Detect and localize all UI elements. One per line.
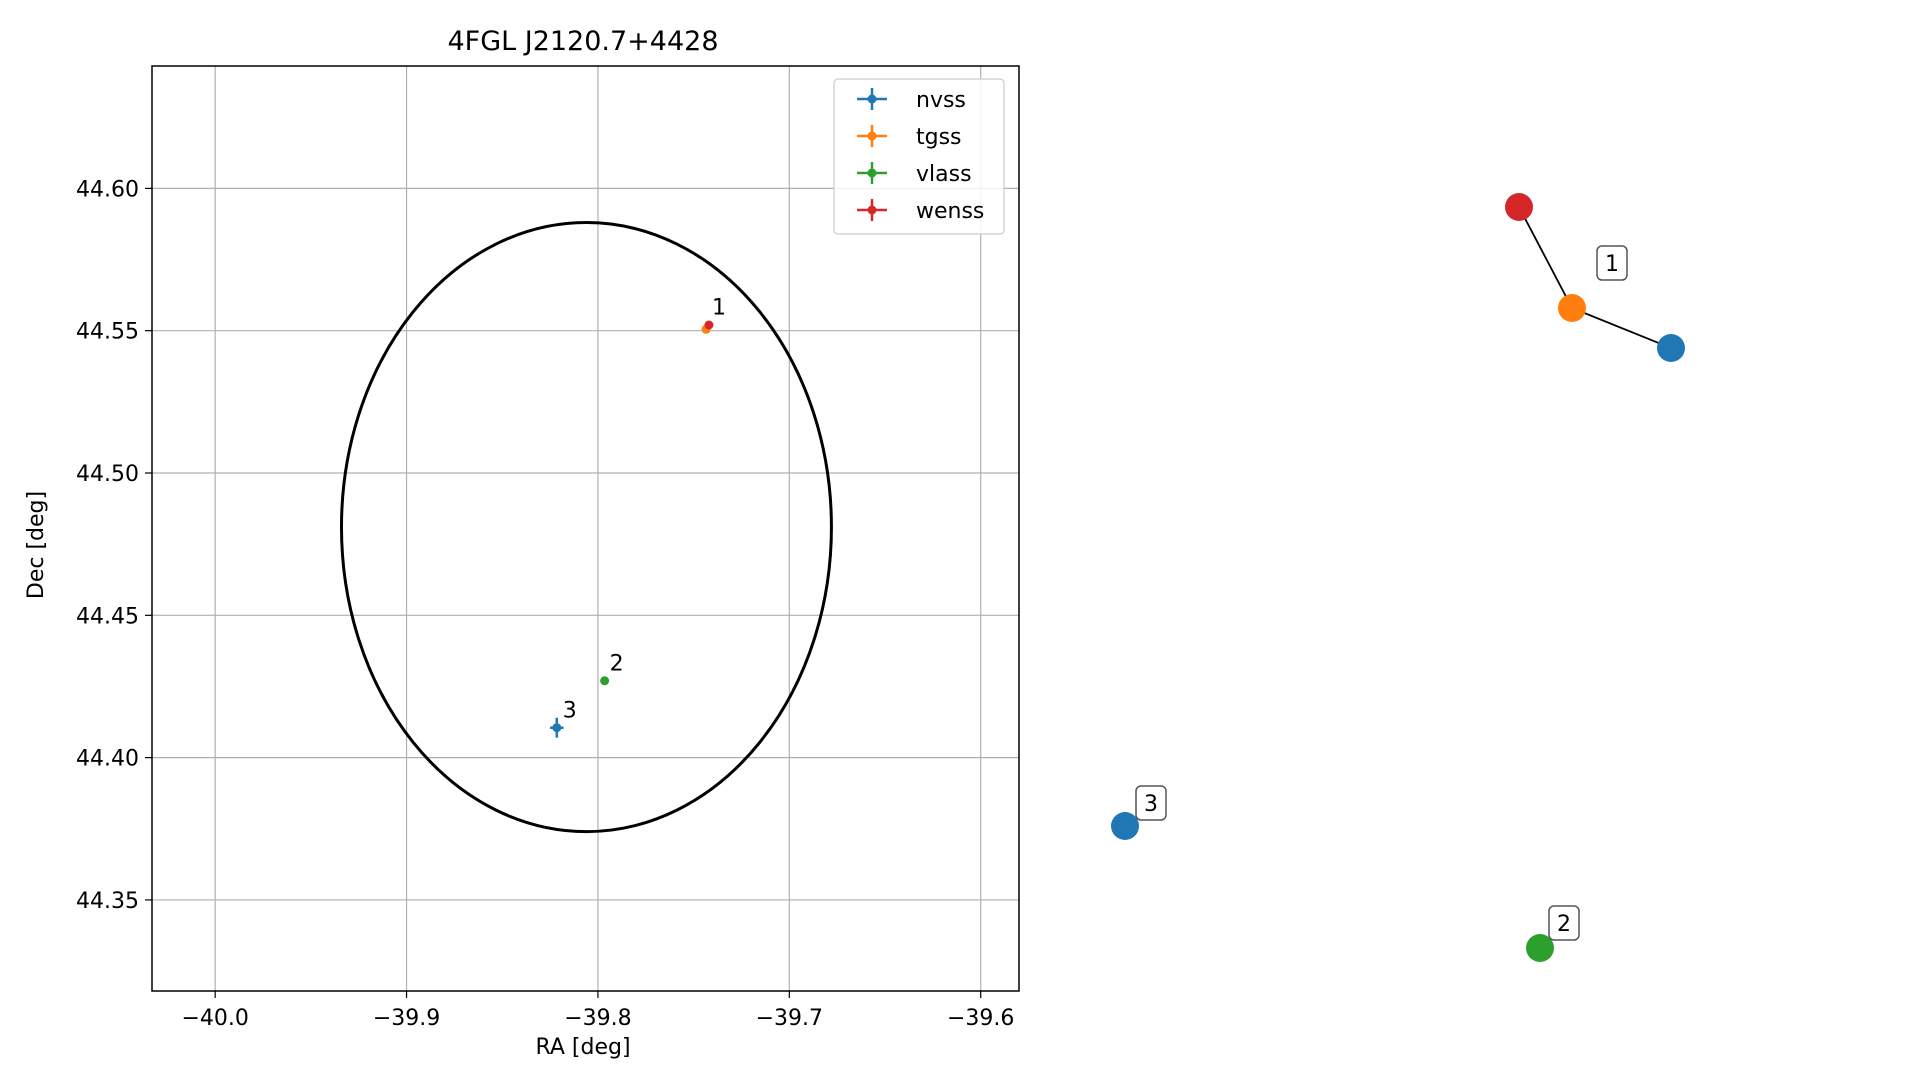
scatter-panel: 1 2 3 −40.0 −39.9 −39.8 −39.7 −39.6 44.35 44.40…: [24, 26, 1020, 1060]
point-marker: [600, 676, 610, 686]
axes-frame: [151, 65, 1020, 992]
legend-label: tgss: [916, 125, 962, 150]
legend-entry-tgss: tgss: [857, 125, 962, 150]
legend-box: [833, 78, 1005, 235]
point-annotations: 1 2 3: [563, 296, 726, 724]
point-annotation: 1: [712, 296, 726, 321]
y-axis-ticks: 44.35 44.40 44.45 44.50 44.55 44.60: [76, 177, 152, 914]
network-label: 2: [1548, 905, 1580, 941]
network-label: 1: [1596, 245, 1628, 281]
network-label: 3: [1135, 785, 1167, 821]
y-tick-label: 44.45: [76, 604, 139, 629]
network-edge: [1571, 307, 1672, 349]
y-tick-label: 44.40: [76, 747, 139, 772]
label-text: 3: [1144, 792, 1158, 817]
network-panel: 1 3 2: [1111, 193, 1685, 962]
y-tick-label: 44.60: [76, 177, 139, 202]
x-axis-ticks: −40.0 −39.9 −39.8 −39.7 −39.6: [181, 991, 1014, 1031]
network-nodes: [1111, 193, 1685, 962]
y-tick-label: 44.35: [76, 889, 139, 914]
x-axis-label: RA [deg]: [535, 1035, 630, 1060]
point-marker: [704, 320, 714, 330]
data-points: [550, 320, 714, 738]
network-node-tgss-1: [1558, 294, 1586, 322]
x-tick-label: −40.0: [181, 1006, 248, 1031]
y-tick-label: 44.55: [76, 320, 139, 345]
network-node-vlass-2: [1526, 934, 1554, 962]
legend-label: wenss: [916, 199, 984, 224]
legend-entry-nvss: nvss: [857, 88, 966, 113]
data-point-vlass: [600, 676, 610, 686]
y-tick-label: 44.50: [76, 462, 139, 487]
legend-label: nvss: [916, 88, 966, 113]
y-axis-label: Dec [deg]: [24, 491, 49, 599]
label-box: [1548, 905, 1580, 941]
point-annotation: 2: [610, 652, 624, 677]
network-edges: [1518, 206, 1672, 349]
label-text: 2: [1557, 912, 1571, 937]
legend-marker-dot: [867, 168, 877, 178]
x-tick-label: −39.9: [373, 1006, 440, 1031]
label-text: 1: [1605, 252, 1619, 277]
network-node-nvss-3: [1111, 812, 1139, 840]
localization-ellipse: [339, 221, 833, 834]
chart-title: 4FGL J2120.7+4428: [447, 26, 718, 57]
network-labels: 1 3 2: [1135, 245, 1628, 941]
legend-entry-vlass: vlass: [857, 162, 972, 187]
point-marker: [552, 723, 562, 733]
network-node-nvss-1: [1657, 334, 1685, 362]
legend-entry-wenss: wenss: [857, 199, 984, 224]
legend-marker-dot: [867, 94, 877, 104]
data-point-wenss: [704, 320, 714, 330]
point-annotation: 3: [563, 698, 577, 723]
uncertainty-ellipse: [339, 221, 833, 834]
legend-marker-dot: [867, 131, 877, 141]
label-box: [1135, 785, 1167, 821]
data-point-nvss: [550, 717, 564, 738]
network-edge: [1518, 206, 1573, 309]
x-tick-label: −39.8: [564, 1006, 631, 1031]
label-box: [1596, 245, 1628, 281]
network-node-wenss-1: [1505, 193, 1533, 221]
legend-marker-dot: [867, 205, 877, 215]
x-tick-label: −39.7: [756, 1006, 823, 1031]
legend: nvss tgss vlass wenss: [833, 78, 1005, 235]
legend-label: vlass: [916, 162, 972, 187]
x-tick-label: −39.6: [947, 1006, 1014, 1031]
